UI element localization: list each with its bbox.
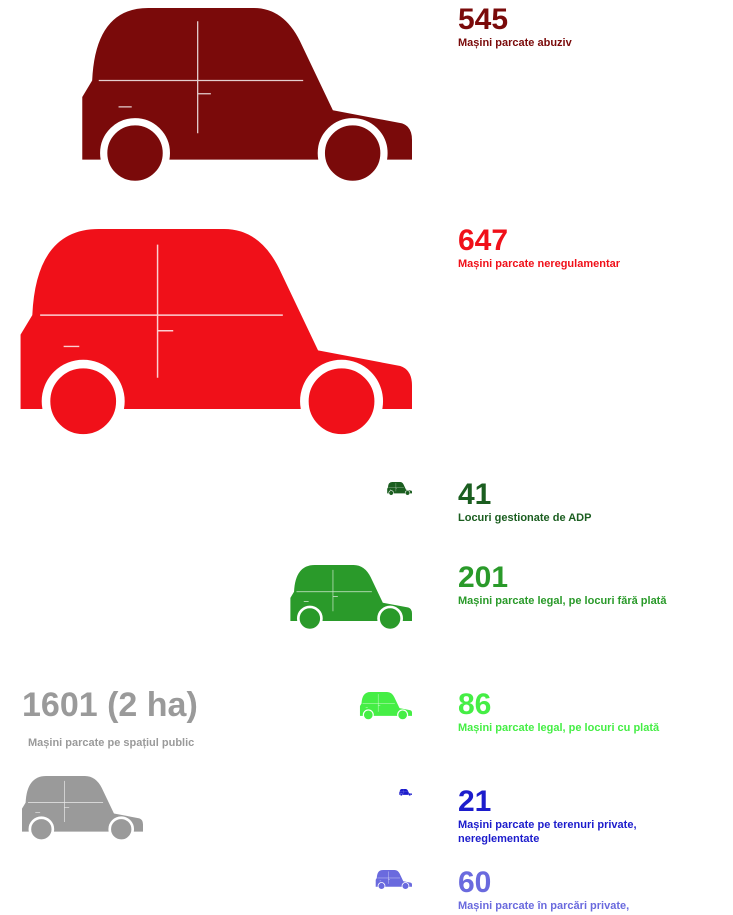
item-label: Mașini parcate în parcări private, <box>458 899 720 913</box>
car-layer <box>0 0 733 915</box>
value-label: 21 <box>458 787 491 817</box>
car-wheel <box>409 793 411 795</box>
item-label: Mașini parcate legal, pe locuri cu plată <box>458 721 720 735</box>
car-icon <box>387 482 412 495</box>
car-wheel <box>389 491 394 496</box>
car-wheel <box>405 491 410 496</box>
item-label: Mașini parcate abuziv <box>458 36 720 50</box>
car-icon <box>290 565 412 630</box>
car-icon <box>399 789 412 796</box>
value-label: 86 <box>458 690 491 720</box>
car-icon <box>82 8 412 184</box>
car-icon <box>376 870 412 889</box>
total-label: Mașini parcate pe spațiul public <box>28 736 198 750</box>
car-wheel <box>46 364 120 438</box>
total-car-icon <box>22 776 143 841</box>
car-wheel <box>30 818 53 841</box>
item-label: Mașini parcate neregulamentar <box>458 257 720 271</box>
car-wheel <box>104 122 167 185</box>
car-wheel <box>304 364 378 438</box>
value-label: 545 <box>458 5 508 35</box>
car-wheel <box>400 793 402 795</box>
car-wheel <box>363 710 373 720</box>
car-icon <box>360 692 412 720</box>
car-wheel <box>378 883 385 890</box>
car-wheel <box>398 710 408 720</box>
car-wheel <box>321 122 384 185</box>
value-label: 41 <box>458 480 491 510</box>
car-wheel <box>379 607 402 630</box>
total-value: 1601 (2 ha) <box>22 688 198 722</box>
item-label: Mașini parcate pe terenuri private, nere… <box>458 818 720 846</box>
car-wheel <box>298 607 321 630</box>
infographic: 545Mașini parcate abuziv647Mașini parcat… <box>0 0 733 915</box>
car-icon <box>21 229 412 438</box>
car-wheel <box>402 883 409 890</box>
item-label: Locuri gestionate de ADP <box>458 511 720 525</box>
value-label: 60 <box>458 868 491 898</box>
item-label: Mașini parcate legal, pe locuri fără pla… <box>458 594 720 608</box>
car-wheel <box>110 818 133 841</box>
value-label: 201 <box>458 563 508 593</box>
value-label: 647 <box>458 226 508 256</box>
